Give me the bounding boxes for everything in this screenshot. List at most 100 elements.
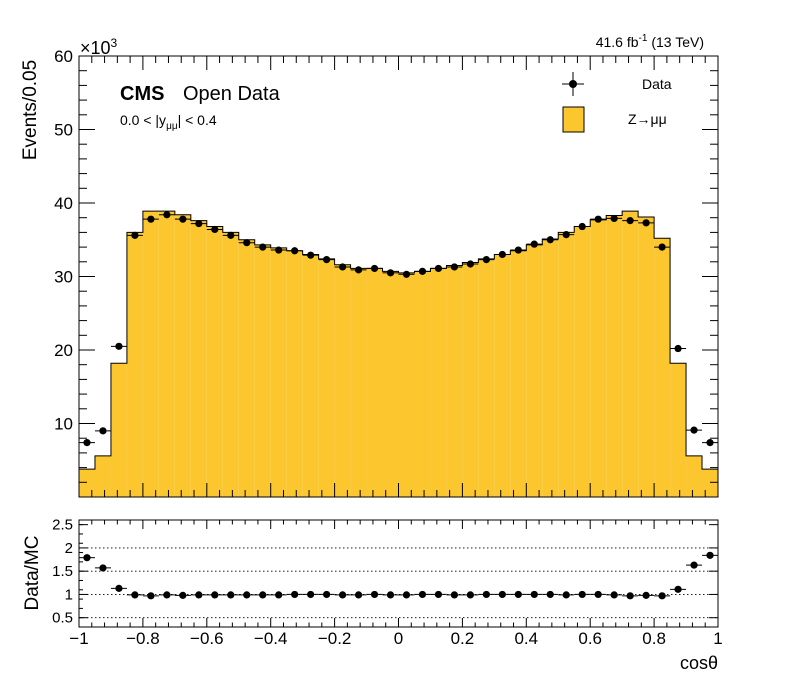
ratio-point-15 [318,590,335,599]
ratio-point-20 [398,591,415,599]
legend-zmumu-swatch [562,106,585,133]
ratio-plot-panel: −1 −0.8 −0.6 −0.4 −0.2 0 0.2 0.4 0.6 0.8 1 0.5 1 1.5… [52,517,723,648]
data-point-6 [174,215,191,223]
x-axis-label: cosθ [680,653,718,673]
ratio-point-34 [622,592,639,600]
ratio-point-marker-34 [626,592,634,600]
data-point-marker-5 [163,211,171,219]
x-tick-label-2: −0.6 [190,629,224,648]
data-point-7 [190,219,207,228]
data-point-marker-26 [498,250,506,259]
mc-bar-37 [670,363,687,497]
ratio-point-19 [382,591,399,599]
main-plot-panel: 10 20 30 40 50 60 [54,47,719,498]
ratio-y-tick-label-4: 2.5 [52,517,73,534]
ratio-point-2 [110,584,127,592]
ratio-point-27 [510,590,527,599]
mc-bar-10 [238,239,255,497]
x-tick-label-5: 0 [394,629,403,648]
mc-bar-17 [350,268,367,497]
data-point-marker-25 [482,255,490,264]
ratio-point-0 [79,554,95,562]
ratio-point-38 [686,561,703,569]
ratio-point-marker-20 [402,591,411,599]
ratio-x-ticks: −1 −0.8 −0.6 −0.4 −0.2 0 0.2 0.4 0.6 0.8 1 [69,520,723,648]
ratio-points-layer [79,551,718,600]
data-point-28 [526,240,543,248]
ratio-point-marker-21 [418,590,427,599]
ratio-point-marker-39 [706,551,714,559]
mc-bar-23 [446,265,463,497]
mc-bar-9 [222,232,239,497]
data-point-21 [414,267,431,275]
mc-bar-31 [574,226,591,497]
mc-bar-20 [398,272,415,497]
data-point-marker-35 [642,219,650,227]
mc-bar-35 [638,216,655,497]
data-point-23 [446,263,463,271]
x-tick-label-3: −0.4 [254,629,288,648]
ratio-point-16 [334,591,351,599]
ratio-point-marker-28 [530,590,538,599]
ratio-point-marker-33 [610,591,618,599]
mc-bar-24 [462,262,479,497]
data-point-27 [510,246,527,254]
x-tick-label-8: 0.6 [578,629,602,648]
main-x-ticks [78,56,719,497]
ratio-point-marker-35 [642,591,650,599]
ratio-point-23 [446,591,463,599]
ratio-point-marker-9 [227,591,235,599]
legend-data-marker [569,80,577,88]
data-point-31 [574,222,591,231]
ratio-point-marker-16 [338,591,347,599]
ratio-point-marker-32 [594,590,602,599]
data-point-marker-19 [386,269,395,277]
data-points-layer [79,211,718,447]
ratio-point-marker-38 [690,561,698,569]
ratio-point-29 [542,590,559,599]
mc-bar-11 [254,244,271,497]
data-point-13 [286,247,303,255]
data-point-2 [110,342,127,350]
mc-bar-4 [142,211,159,497]
data-point-marker-0 [83,439,91,447]
ratio-point-marker-25 [482,590,490,599]
data-point-29 [542,236,559,244]
data-point-marker-39 [706,439,714,447]
data-point-marker-34 [626,217,634,225]
data-point-marker-15 [323,255,331,264]
data-point-37 [670,344,687,353]
data-point-marker-30 [562,231,570,239]
ratio-point-marker-29 [546,590,554,599]
ratio-point-marker-19 [386,591,395,599]
ratio-point-marker-7 [195,591,203,599]
ratio-point-marker-15 [323,590,331,599]
data-point-marker-38 [690,426,698,434]
y-tick-label-1: 20 [54,341,73,360]
data-point-22 [430,264,447,273]
x-tick-label-6: 0.2 [451,629,475,648]
lumi-superscript: -1 [639,33,648,44]
ratio-point-25 [478,590,495,599]
data-point-marker-13 [291,247,299,255]
mc-bar-15 [318,258,335,497]
ratio-point-9 [222,591,239,599]
data-point-38 [686,426,703,434]
data-point-marker-22 [434,264,443,273]
ratio-point-marker-5 [163,591,171,599]
mc-bar-39 [702,469,718,497]
y-tick-label-3: 40 [54,194,73,213]
data-point-marker-23 [450,263,459,271]
x-tick-label-1: −0.8 [126,629,160,648]
ratio-point-35 [638,591,655,599]
mc-bar-30 [558,232,575,497]
data-point-15 [318,255,335,264]
ratio-point-17 [350,591,367,599]
rapidity-subscript: μμ [166,121,178,132]
mc-bar-1 [94,455,111,497]
data-point-marker-37 [674,344,682,353]
mc-bar-16 [334,264,351,497]
mc-bar-18 [366,268,383,497]
y-exponent-label: ×103 [80,36,118,58]
ratio-point-32 [590,590,607,599]
